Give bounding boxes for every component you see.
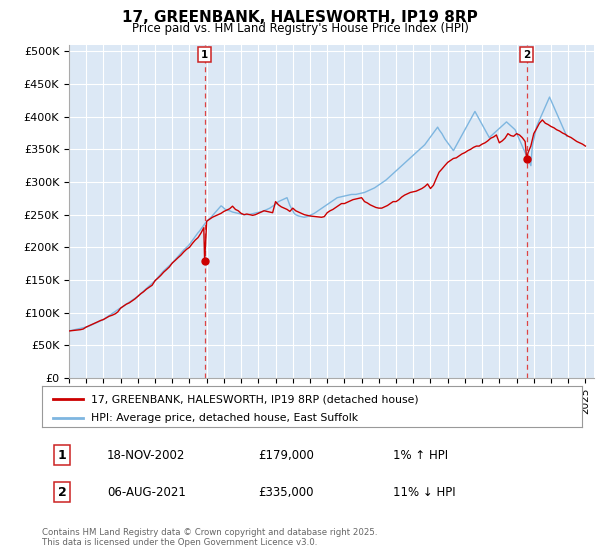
Text: 18-NOV-2002: 18-NOV-2002 (107, 449, 185, 461)
Text: 11% ↓ HPI: 11% ↓ HPI (393, 486, 455, 499)
Text: 2: 2 (523, 50, 530, 60)
Text: 17, GREENBANK, HALESWORTH, IP19 8RP: 17, GREENBANK, HALESWORTH, IP19 8RP (122, 10, 478, 25)
Text: 2: 2 (58, 486, 67, 499)
Text: £335,000: £335,000 (258, 486, 314, 499)
Text: 06-AUG-2021: 06-AUG-2021 (107, 486, 185, 499)
Text: 1: 1 (201, 50, 208, 60)
Text: Contains HM Land Registry data © Crown copyright and database right 2025.
This d: Contains HM Land Registry data © Crown c… (42, 528, 377, 547)
Text: 1: 1 (58, 449, 67, 461)
Text: £179,000: £179,000 (258, 449, 314, 461)
Text: 17, GREENBANK, HALESWORTH, IP19 8RP (detached house): 17, GREENBANK, HALESWORTH, IP19 8RP (det… (91, 394, 418, 404)
Text: HPI: Average price, detached house, East Suffolk: HPI: Average price, detached house, East… (91, 413, 358, 423)
Text: Price paid vs. HM Land Registry's House Price Index (HPI): Price paid vs. HM Land Registry's House … (131, 22, 469, 35)
Text: 1% ↑ HPI: 1% ↑ HPI (393, 449, 448, 461)
